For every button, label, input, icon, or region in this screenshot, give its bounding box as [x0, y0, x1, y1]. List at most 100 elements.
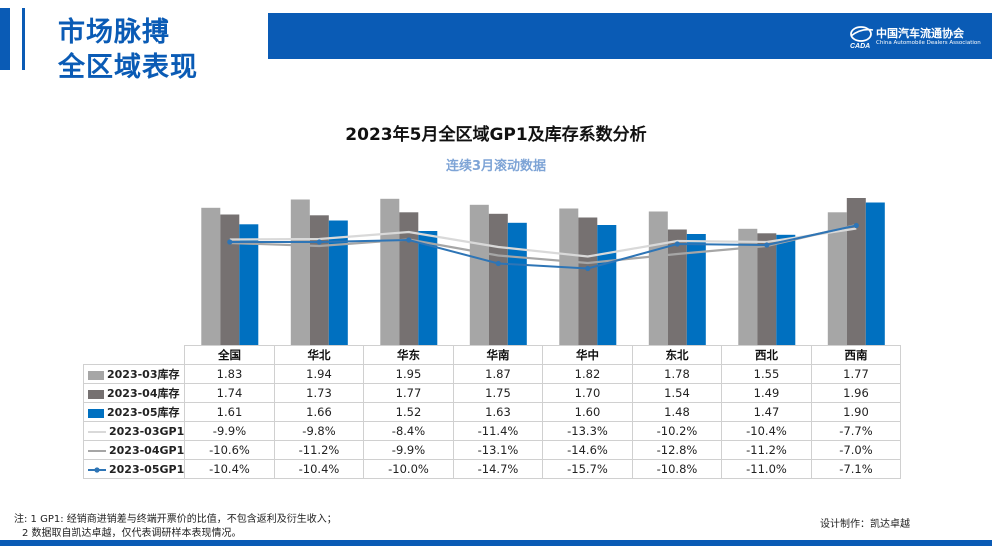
legend-entry: 2023-05GP1: [82, 459, 186, 479]
table-cell-value: -7.0%: [810, 440, 902, 460]
series-name: 2023-03GP1: [109, 424, 185, 438]
bar-2023-04库存-全国: [220, 214, 240, 345]
table-row: 2023-03GP1 -9.9% -9.8% -8.4% -11.4% -13.3% -10…: [82, 421, 902, 441]
logo-text-cn: 中国汽车流通协会: [876, 27, 964, 40]
series-name: 2023-04库存: [107, 387, 180, 400]
bar-2023-03库存-华北: [290, 199, 310, 345]
bar-2023-05库存-华东: [418, 231, 438, 345]
table-cell-value: 1.60: [542, 402, 633, 422]
legend-swatch: [88, 408, 104, 418]
table-cell-value: 1.48: [631, 402, 723, 422]
legend-swatch: [88, 430, 106, 433]
table-cell-value: -13.3%: [542, 421, 633, 441]
bar-2023-03库存-全国: [201, 207, 221, 346]
table-cell-value: 1.83: [184, 364, 275, 384]
line-2023-05GP1: [229, 224, 857, 270]
table-cell-value: 1.90: [810, 402, 902, 422]
table-body: 2023-03库存 1.83 1.94 1.95 1.87 1.82 1.78 1.55 1.7…: [82, 364, 902, 479]
table-cell-value: -7.1%: [810, 459, 902, 479]
category-label: 西南: [810, 345, 902, 365]
bar-2023-05库存-全国: [239, 224, 259, 346]
legend-swatch: [88, 389, 104, 399]
legend-entry: 2023-03库存: [82, 364, 186, 384]
footnote-line2: 2 数据取自凯达卓越，仅代表调研样本表现情况。: [22, 528, 242, 539]
designer-credit: 设计制作：凯达卓越: [820, 519, 910, 530]
bar-2023-05库存-华南: [507, 222, 527, 346]
line-2023-03GP1: [229, 227, 857, 258]
table-cell-value: -10.6%: [184, 440, 275, 460]
bar-2023-05库存-西南: [865, 202, 885, 345]
table-cell-value: -13.1%: [452, 440, 544, 460]
category-label: 华中: [542, 345, 633, 365]
legend-swatch: [88, 449, 106, 452]
category-label: 华东: [363, 345, 454, 365]
bars-layer: [201, 198, 885, 346]
table-row: 2023-04库存 1.74 1.73 1.77 1.75 1.70 1.54 1.49 1.9…: [82, 383, 902, 403]
series-name: 2023-05库存: [107, 406, 180, 419]
table-cell-value: 1.94: [273, 364, 365, 384]
table-cell-value: 1.78: [631, 364, 723, 384]
table-row: 2023-04GP1 -10.6% -11.2% -9.9% -13.1% -14.6% -…: [82, 440, 902, 460]
table-cell-value: 1.75: [452, 383, 544, 403]
footnote-line1: 注: 1 GP1: 经销商进销差与终端开票价的比值，不包含返利及衍生收入；: [14, 514, 337, 525]
series-name: 2023-03库存: [107, 368, 180, 381]
bar-2023-03库存-华中: [559, 208, 579, 345]
table-corner-cell: [83, 345, 186, 365]
cada-logo-icon: CADA: [850, 26, 874, 50]
table-cell-value: -10.4%: [721, 421, 812, 441]
section-title-line1: 市场脉搏: [58, 17, 170, 48]
header-accent-line: [22, 8, 25, 70]
bar-2023-04库存-东北: [667, 229, 687, 345]
bar-2023-03库存-西南: [827, 212, 847, 346]
header-accent-bar: [0, 8, 10, 70]
point-2023-05GP1-华北: [316, 239, 322, 245]
table-cell-value: 1.70: [542, 383, 633, 403]
table-cell-value: -12.8%: [631, 440, 723, 460]
table-cell-value: 1.95: [363, 364, 454, 384]
bar-2023-04库存-华东: [399, 212, 419, 346]
bar-2023-05库存-西北: [776, 234, 796, 346]
bar-2023-04库存-西南: [846, 198, 866, 345]
legend-entry: 2023-03GP1: [82, 421, 186, 441]
series-name: 2023-05GP1: [109, 462, 185, 476]
table-cell-value: 1.74: [184, 383, 275, 403]
table-cell-value: 1.47: [721, 402, 812, 422]
table-row: 2023-03库存 1.83 1.94 1.95 1.87 1.82 1.78 1.55 1.7…: [82, 364, 902, 384]
point-2023-05GP1-西北: [764, 242, 770, 248]
chart-plot: [201, 198, 885, 346]
bar-2023-03库存-东北: [648, 211, 668, 345]
table-cell-value: -10.8%: [631, 459, 723, 479]
table-cell-value: 1.87: [452, 364, 544, 384]
table-cell-value: -9.9%: [184, 421, 275, 441]
table-cell-value: -9.9%: [363, 440, 454, 460]
category-label: 全国: [184, 345, 275, 365]
legend-entry: 2023-04库存: [82, 383, 186, 403]
table-cell-value: -8.4%: [363, 421, 454, 441]
category-label: 华北: [273, 345, 365, 365]
bar-2023-03库存-华南: [469, 204, 489, 346]
section-title-line2: 全区域表现: [58, 52, 198, 83]
table-cell-value: 1.96: [810, 383, 902, 403]
table-cell-value: 1.54: [631, 383, 723, 403]
line-2023-04GP1: [229, 223, 857, 265]
table-cell-value: -11.0%: [721, 459, 812, 479]
bar-2023-05库存-华北: [328, 220, 348, 345]
point-2023-05GP1-华中: [585, 265, 591, 272]
table-cell-value: -10.0%: [363, 459, 454, 479]
category-label: 西北: [721, 345, 812, 365]
svg-text:CADA: CADA: [850, 43, 870, 50]
table-header-row: 全国 华北 华东 华南 华中 东北 西北 西南: [83, 345, 902, 365]
category-label: 华南: [452, 345, 544, 365]
table-cell-value: 1.61: [184, 402, 275, 422]
legend-entry: 2023-04GP1: [82, 440, 186, 460]
bar-2023-03库存-西北: [738, 228, 758, 346]
association-logo: CADA 中国汽车流通协会 China Automobile Dealers A…: [846, 24, 986, 52]
table-cell-value: -9.8%: [273, 421, 365, 441]
table-cell-value: -14.6%: [542, 440, 633, 460]
table-cell-value: -10.2%: [631, 421, 723, 441]
point-2023-05GP1-西南: [853, 222, 859, 229]
bar-2023-04库存-西北: [757, 233, 777, 346]
table-cell-value: -10.4%: [184, 459, 275, 479]
table-cell-value: 1.55: [721, 364, 812, 384]
table-cell-value: -7.7%: [810, 421, 902, 441]
